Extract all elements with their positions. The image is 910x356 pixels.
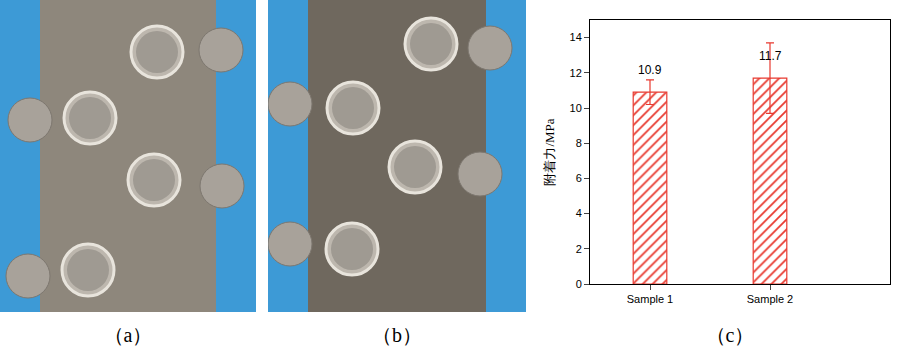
svg-text:11.7: 11.7 <box>759 49 782 63</box>
svg-text:12: 12 <box>570 67 582 79</box>
html-text:（a）: （a） <box>103 324 153 346</box>
svg-text:6: 6 <box>576 172 582 184</box>
html-text:（c）: （c） <box>705 324 755 346</box>
svg-text:10: 10 <box>570 102 582 114</box>
svg-text:2: 2 <box>576 243 582 255</box>
svg-text:10.9: 10.9 <box>638 63 662 77</box>
html-text:（b）: （b） <box>372 324 422 346</box>
svg-text:Sample 2: Sample 2 <box>747 293 793 305</box>
svg-text:8: 8 <box>576 137 582 149</box>
svg-text:4: 4 <box>576 207 582 219</box>
svg-text:14: 14 <box>570 31 582 43</box>
svg-text:0: 0 <box>576 278 582 290</box>
svg-text:附着力/MPa: 附着力/MPa <box>542 118 557 185</box>
svg-text:Sample 1: Sample 1 <box>627 293 673 305</box>
